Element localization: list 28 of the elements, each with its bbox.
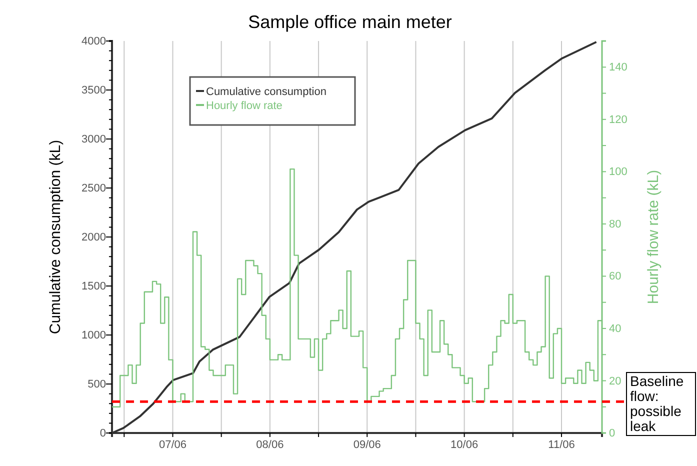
y-tick-label: 3500	[82, 84, 106, 97]
x-tick-label: 07/06	[158, 438, 187, 451]
y2-tick-label: 80	[609, 218, 622, 230]
y2-axis-title: Hourly flow rate (kL)	[645, 170, 662, 304]
y-tick-label: 2000	[82, 232, 106, 244]
y2-tick-label: 140	[609, 62, 628, 74]
y-tick-label: 1000	[82, 330, 106, 342]
y-tick-label: 4000	[82, 36, 106, 48]
legend-label: Hourly flow rate	[206, 100, 282, 112]
y2-tick-label: 100	[609, 166, 628, 178]
y-tick-label: 500	[88, 378, 106, 391]
legend-label: Cumulative consumption	[206, 86, 326, 98]
y-tick-label: 2500	[82, 182, 106, 195]
ref-line-label: Baseline flow: possible leak	[626, 372, 696, 436]
y-tick-label: 1500	[82, 280, 106, 293]
y2-tick-label: 60	[609, 270, 622, 283]
x-tick-label: 11/06	[548, 438, 575, 451]
x-tick-label: 08/06	[256, 438, 284, 451]
y2-tick-label: 120	[609, 114, 628, 126]
y-axis-title: Cumulative consumption (kL)	[47, 140, 64, 334]
y2-tick-label: 20	[609, 375, 622, 388]
chart-title: Sample office main meter	[248, 12, 452, 32]
y-tick-label: 0	[100, 428, 106, 440]
y2-tick-label: 40	[609, 322, 622, 335]
y-tick-label: 3000	[82, 134, 106, 146]
x-tick-label: 09/06	[353, 438, 381, 451]
x-tick-label: 10/06	[450, 438, 478, 451]
y2-tick-label: 0	[609, 428, 616, 440]
